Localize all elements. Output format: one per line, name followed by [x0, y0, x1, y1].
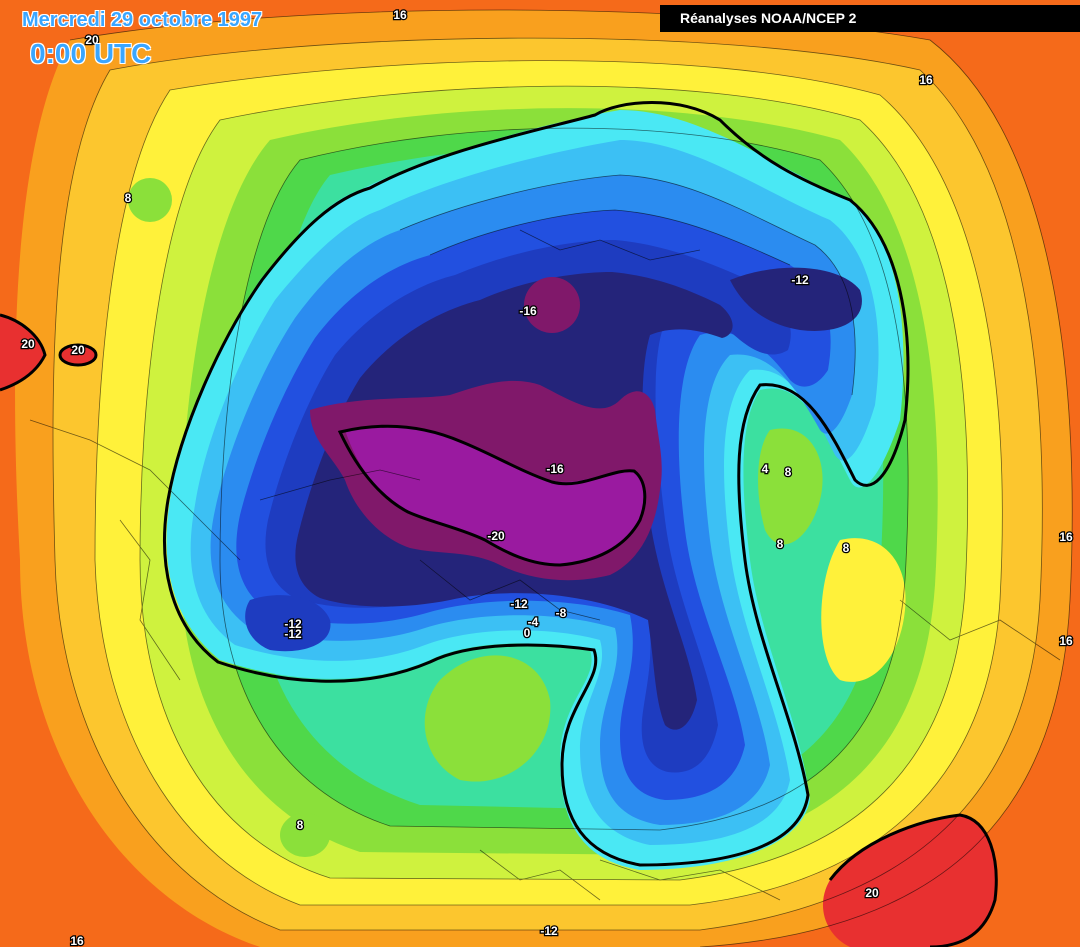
contour-label: -20: [487, 529, 505, 543]
contour-labels: 16 20 16 8 -12 -16 20 20 -16 4 8 -20 16 8 8 -12 -8 -40 -12…: [20, 7, 1074, 947]
contour-label: -8: [556, 606, 567, 620]
green-pocket-east: [758, 428, 823, 545]
contour-label: 8: [785, 465, 792, 479]
contour-m20: [337, 424, 647, 567]
contour-label: 16: [70, 934, 84, 947]
warm-pocket-east: [821, 538, 906, 682]
contour-0: [163, 101, 910, 867]
contour-label: 8: [777, 537, 784, 551]
contour-label: -12: [284, 627, 302, 641]
contour-label: -12: [540, 924, 558, 938]
contour-label: 8: [843, 541, 850, 555]
cold-pocket-hudson: [245, 595, 331, 652]
contour-label: 8: [297, 818, 304, 832]
contour-label: -4: [528, 615, 539, 629]
contour-label: 16: [1059, 530, 1073, 544]
contour-label: 8: [125, 191, 132, 205]
warm-pocket-west-small: [60, 345, 96, 365]
band-m20: [345, 425, 645, 565]
cold-pocket-minus16: [524, 277, 580, 333]
contour-label: -12: [510, 597, 528, 611]
green-pocket-atlantic: [424, 655, 551, 782]
contour-label: -12: [791, 273, 809, 287]
contour-label: 16: [919, 73, 933, 87]
map-time: 0:00 UTC: [30, 38, 152, 69]
contour-label: 4: [762, 462, 769, 476]
contour-20-west: [0, 313, 47, 392]
contour-label: 20: [71, 343, 85, 357]
source-label: Réanalyses NOAA/NCEP 2: [660, 5, 1080, 32]
warm-pocket-west: [0, 315, 45, 390]
thin-contours: [29, 9, 1073, 947]
thick-contours: [0, 101, 998, 947]
contour-label: 20: [21, 337, 35, 351]
contour-label: 20: [85, 33, 99, 47]
contour-label: -12: [284, 617, 302, 631]
contour-label: -16: [546, 462, 564, 476]
contour-label: 16: [1059, 634, 1073, 648]
contour-20-southeast: [828, 813, 998, 947]
map-date: Mercredi 29 octobre 1997: [22, 9, 263, 31]
contour-20-west-small: [58, 343, 98, 367]
warm-pocket-southwest: [280, 813, 330, 857]
contour-label: -16: [519, 304, 537, 318]
contour-label: 20: [865, 886, 879, 900]
cold-tongue-east: [730, 267, 862, 331]
warm-pocket-northwest: [128, 178, 172, 222]
contour-label: 0: [524, 626, 531, 640]
contour-label: 16: [393, 8, 407, 22]
